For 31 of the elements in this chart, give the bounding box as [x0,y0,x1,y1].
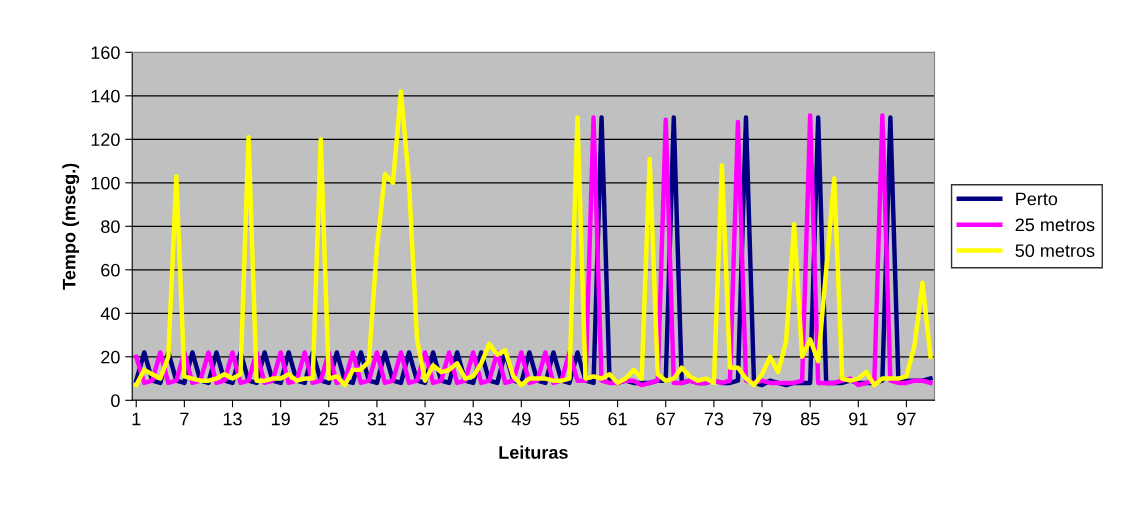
x-tick-label: 85 [800,412,820,426]
legend-label: 25 metros [1015,218,1095,232]
y-tick-label: 120 [91,133,120,147]
x-tick-label: 97 [897,412,916,426]
y-tick-label: 0 [111,394,120,408]
legend-label: Perto [1016,192,1058,206]
x-tick-label: 55 [560,412,579,426]
legend-label: 50 metros [1015,244,1095,258]
x-tick-label: 37 [415,412,435,426]
x-tick-label: 19 [271,412,290,426]
x-axis-title: Leituras [499,445,568,459]
y-tick-label: 20 [101,350,120,364]
x-tick-label: 61 [608,412,627,426]
x-tick-label: 25 [319,412,339,426]
y-tick-label: 100 [91,176,120,190]
x-tick-label: 79 [752,412,772,426]
y-tick-label: 140 [91,89,120,103]
x-tick-label: 43 [463,412,483,426]
x-tick-label: 13 [223,412,242,426]
x-tick-label: 7 [180,412,189,426]
y-tick-label: 40 [100,307,120,321]
y-tick-label: 60 [101,263,120,277]
x-tick-label: 49 [511,412,531,426]
y-tick-label: 80 [101,220,120,234]
x-tick-label: 73 [704,412,724,426]
x-tick-label: 1 [132,412,141,426]
x-tick-label: 31 [367,412,387,426]
x-tick-label: 67 [656,412,675,426]
x-tick-label: 91 [849,412,868,426]
y-axis-title: Tempo (mseg.) [62,163,80,290]
y-tick-label: 160 [91,46,120,60]
